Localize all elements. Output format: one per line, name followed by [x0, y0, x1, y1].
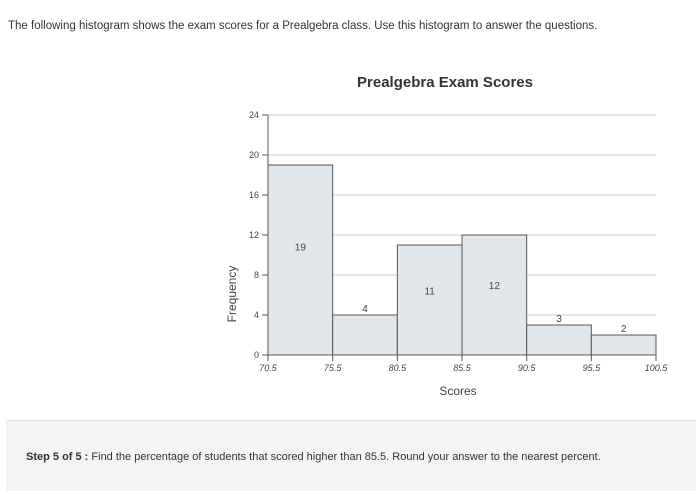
bar-value-label: 19 — [295, 243, 307, 254]
histogram-bar — [590, 334, 657, 356]
x-tick-label: 70.5 — [259, 363, 278, 373]
histogram-bar — [267, 164, 334, 356]
y-tick-label: 0 — [254, 350, 259, 360]
y-tick-label: 24 — [249, 110, 259, 120]
question-text: The following histogram shows the exam s… — [8, 20, 598, 32]
x-tick-label: 75.5 — [324, 363, 343, 373]
x-tick-label: 100.5 — [645, 363, 669, 373]
x-axis-label: Scores — [439, 384, 476, 398]
bar-value-label: 11 — [424, 287, 435, 298]
step-text: Find the percentage of students that sco… — [88, 451, 601, 463]
y-axis-label: Frequency — [225, 266, 239, 323]
x-tick-label: 85.5 — [453, 363, 472, 373]
x-tick-label: 95.5 — [583, 363, 602, 373]
y-tick-label: 16 — [249, 190, 259, 200]
bars: 19 4 11 12 3 2 — [267, 164, 657, 356]
step-panel: Step 5 of 5 : Find the percentage of stu… — [6, 420, 696, 491]
y-tick-label: 8 — [254, 270, 259, 280]
y-tick-label: 12 — [249, 230, 259, 240]
bar-value-label: 12 — [489, 281, 501, 292]
histogram-bar — [526, 324, 592, 356]
bar-value-label: 2 — [621, 324, 627, 335]
step-instruction: Step 5 of 5 : Find the percentage of stu… — [26, 451, 601, 463]
histogram-chart: Prealgebra Exam Scores Frequency Scores … — [0, 60, 700, 420]
bar-value-label: 3 — [556, 314, 562, 325]
y-tick-label: 4 — [254, 310, 259, 320]
x-tick-label: 80.5 — [389, 363, 408, 373]
bar-value-label: 4 — [362, 304, 368, 315]
y-tick-label: 20 — [249, 150, 259, 160]
histogram-svg: Prealgebra Exam Scores Frequency Scores … — [225, 74, 668, 398]
histogram-bar — [461, 234, 528, 356]
histogram-bar — [396, 244, 463, 356]
histogram-bar — [332, 314, 398, 356]
step-prefix: Step 5 of 5 : — [26, 451, 89, 463]
chart-title: Prealgebra Exam Scores — [357, 74, 533, 91]
x-tick-label: 90.5 — [518, 363, 537, 373]
